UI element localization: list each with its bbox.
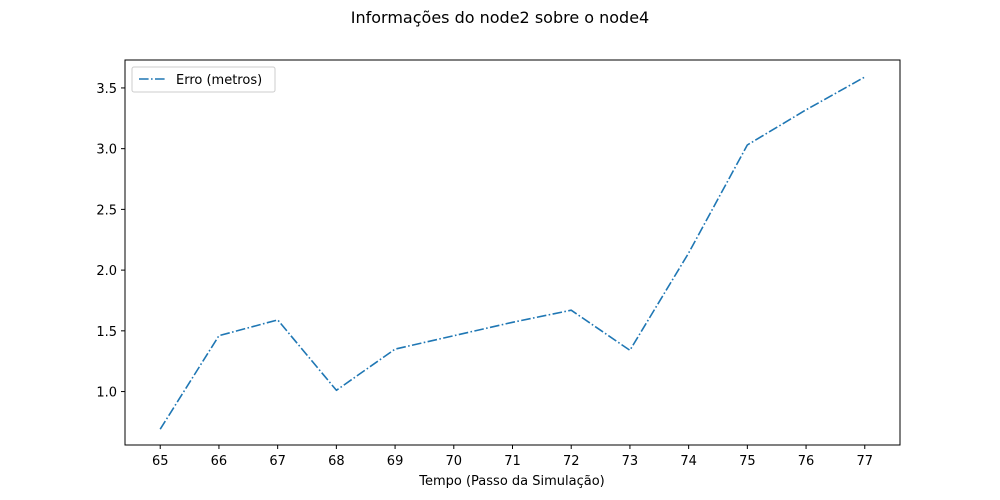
legend-box [131,66,276,93]
x-tick-label-11: 76 [798,454,815,469]
y-tick-label-4: 3.0 [96,143,117,158]
legend-label: Erro (metros) [176,73,262,88]
y-tick-label-5: 3.5 [96,82,117,97]
x-tick-label-8: 73 [622,454,639,469]
legend: Erro (metros) [131,66,276,93]
x-tick-label-6: 71 [504,454,521,469]
y-tick-label-0: 1.0 [96,386,117,401]
x-tick-label-1: 66 [211,454,228,469]
x-tick-label-12: 77 [856,454,873,469]
x-tick-label-2: 67 [269,454,286,469]
plot-area: 65 66 67 68 69 70 71 72 73 74 75 76 77 1.0 1.5 2.0 2.5 3.… [96,59,901,469]
x-tick-label-9: 74 [680,454,697,469]
chart-title: Informações do node2 sobre o node4 [351,8,649,27]
x-tick-label-7: 72 [563,454,580,469]
y-tick-label-3: 2.5 [96,203,117,218]
x-tick-label-5: 70 [446,454,463,469]
series-line-0 [159,76,866,430]
x-axis-label: Tempo (Passo da Simulação) [418,474,605,489]
x-tick-label-4: 69 [387,454,404,469]
x-tick-label-10: 75 [739,454,756,469]
y-tick-label-1: 1.5 [96,325,117,340]
y-tick-label-2: 2.0 [96,264,117,279]
x-tick-label-0: 65 [152,454,169,469]
x-tick-label-3: 68 [328,454,345,469]
